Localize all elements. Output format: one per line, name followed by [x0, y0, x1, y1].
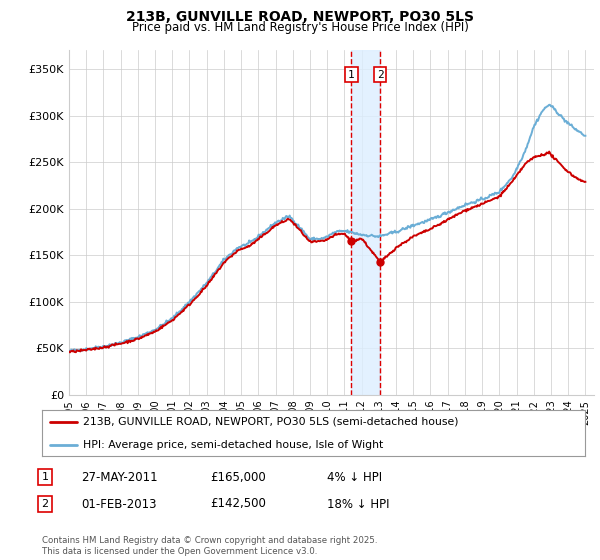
Text: 213B, GUNVILLE ROAD, NEWPORT, PO30 5LS (semi-detached house): 213B, GUNVILLE ROAD, NEWPORT, PO30 5LS (… [83, 417, 458, 427]
Text: 27-MAY-2011: 27-MAY-2011 [81, 470, 158, 484]
Text: 2: 2 [377, 69, 383, 80]
Text: 18% ↓ HPI: 18% ↓ HPI [327, 497, 389, 511]
Text: 1: 1 [348, 69, 355, 80]
Text: 4% ↓ HPI: 4% ↓ HPI [327, 470, 382, 484]
Text: 01-FEB-2013: 01-FEB-2013 [81, 497, 157, 511]
Text: £165,000: £165,000 [210, 470, 266, 484]
Text: HPI: Average price, semi-detached house, Isle of Wight: HPI: Average price, semi-detached house,… [83, 440, 383, 450]
Text: £142,500: £142,500 [210, 497, 266, 511]
Text: 1: 1 [41, 472, 49, 482]
Text: Contains HM Land Registry data © Crown copyright and database right 2025.
This d: Contains HM Land Registry data © Crown c… [42, 536, 377, 556]
Bar [352, 50, 380, 395]
Text: Price paid vs. HM Land Registry's House Price Index (HPI): Price paid vs. HM Land Registry's House … [131, 21, 469, 34]
Text: 213B, GUNVILLE ROAD, NEWPORT, PO30 5LS: 213B, GUNVILLE ROAD, NEWPORT, PO30 5LS [126, 10, 474, 24]
Text: 2: 2 [41, 499, 49, 509]
